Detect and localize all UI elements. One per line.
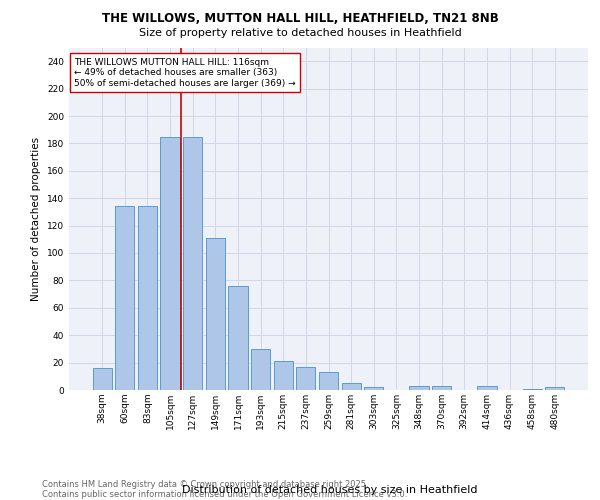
Bar (274, 361, 293, 390)
Bar (115, 206, 134, 390)
Bar (409, 386, 428, 390)
Bar (545, 388, 565, 390)
Bar (206, 238, 225, 390)
Bar (364, 388, 383, 390)
Bar (432, 386, 451, 390)
Bar (251, 349, 270, 390)
Bar (183, 136, 202, 390)
Text: THE WILLOWS MUTTON HALL HILL: 116sqm
← 49% of detached houses are smaller (363)
: THE WILLOWS MUTTON HALL HILL: 116sqm ← 4… (74, 58, 296, 88)
Text: Distribution of detached houses by size in Heathfield: Distribution of detached houses by size … (182, 485, 478, 495)
Text: THE WILLOWS, MUTTON HALL HILL, HEATHFIELD, TN21 8NB: THE WILLOWS, MUTTON HALL HILL, HEATHFIEL… (101, 12, 499, 26)
Bar (319, 372, 338, 390)
Text: Contains HM Land Registry data © Crown copyright and database right 2025.
Contai: Contains HM Land Registry data © Crown c… (42, 480, 407, 499)
Bar (229, 286, 248, 390)
Bar (138, 206, 157, 390)
Y-axis label: Number of detached properties: Number of detached properties (31, 136, 41, 301)
Bar (523, 388, 542, 390)
Bar (296, 366, 316, 390)
Bar (477, 386, 497, 390)
Text: Size of property relative to detached houses in Heathfield: Size of property relative to detached ho… (139, 28, 461, 38)
Bar (160, 136, 180, 390)
Bar (341, 383, 361, 390)
Bar (92, 368, 112, 390)
